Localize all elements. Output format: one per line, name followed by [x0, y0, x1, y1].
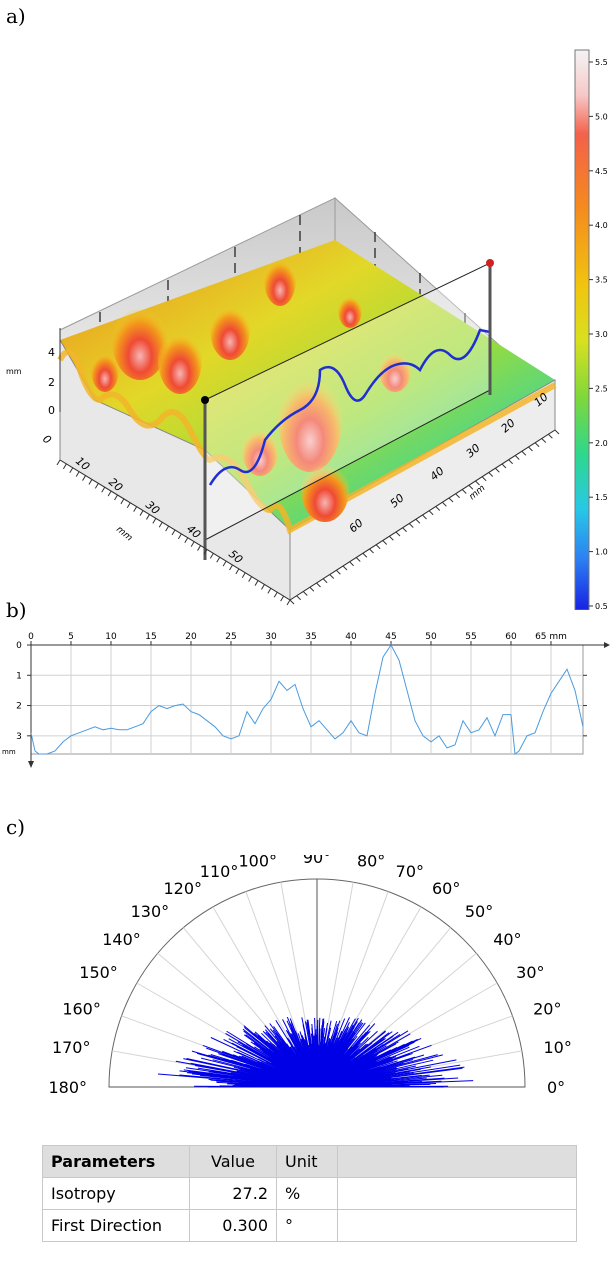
- rose-angle-label: 60°: [432, 879, 460, 898]
- table-row: First Direction 0.300 °: [42, 1209, 577, 1242]
- panel-label-c: c): [6, 815, 26, 839]
- colorbar-tick-label: 1.0: [595, 548, 608, 557]
- panel-label-a: a): [6, 4, 26, 28]
- row-isotropy-unit: %: [276, 1177, 338, 1210]
- row-first-direction-unit: °: [276, 1209, 338, 1242]
- parameters-table: Parameters Value Unit Isotropy 27.2 % Fi…: [42, 1145, 577, 1242]
- row-first-direction-name: First Direction: [42, 1209, 190, 1242]
- colorbar-tick-label: 3.5: [595, 276, 608, 285]
- rose-angle-label: 110°: [200, 862, 239, 881]
- table-row: Isotropy 27.2 %: [42, 1177, 577, 1210]
- y-axis-unit: mm: [468, 483, 488, 502]
- profile-x-tick-label: 0: [28, 632, 34, 642]
- rose-panel: 0° 10° 20° 30° 40° 50° 60° 70° 80° 90° 100° 110° 120…: [0, 848, 610, 1105]
- rose-angle-label: 50°: [465, 902, 493, 921]
- rose-angle-label: 120°: [163, 879, 202, 898]
- profile-x-tick-label: 60: [505, 632, 517, 642]
- rose-angle-label: 140°: [102, 930, 141, 949]
- section-profile: [208, 328, 491, 486]
- profile-x-tick-label: 25: [225, 632, 236, 642]
- profile-x-tick-label: 40: [345, 632, 357, 642]
- rose-angle-label: 10°: [544, 1038, 572, 1057]
- profile-x-tick-label: 10: [105, 632, 117, 642]
- profile-x-tick-label: 30: [265, 632, 277, 642]
- colorbar-tick-label: 5.5: [595, 58, 608, 67]
- header-filler: [337, 1145, 577, 1178]
- rose-angle-label: 160°: [62, 999, 101, 1018]
- profile-line: [30, 644, 584, 755]
- z-tick-2: 2: [48, 376, 55, 389]
- header-unit: Unit: [276, 1145, 338, 1178]
- row-first-direction-value: 0.300: [189, 1209, 277, 1242]
- profile-panel: 0 5 10 15 20 25 30 35 40 45 50 55 60 65 mm 0 1 2 3 mm: [0, 628, 610, 768]
- profile-x-tick-label: 15: [145, 632, 156, 642]
- profile-y-tick-label: 3: [16, 732, 22, 742]
- axis-ticks: [56, 429, 560, 606]
- surface-peaks: [91, 254, 411, 522]
- z-axis-unit: mm: [6, 367, 22, 376]
- row-isotropy-name: Isotropy: [42, 1177, 190, 1210]
- profile-x-arrowhead: [604, 642, 610, 648]
- profile-x-tick-label: 20: [185, 632, 197, 642]
- z-tick-4: 4: [48, 346, 55, 359]
- panel-label-b: b): [6, 598, 27, 622]
- profile-plot-area: [30, 644, 584, 755]
- section-marker-left: [201, 396, 209, 404]
- profile-x-tick-label: 35: [305, 632, 316, 642]
- rose-angle-label: 80°: [357, 855, 385, 870]
- colorbar-tick-label: 3.0: [595, 330, 608, 339]
- colorbar-tick-label: 2.0: [595, 439, 608, 448]
- profile-chart: 0 5 10 15 20 25 30 35 40 45 50 55 60 65 mm 0 1 2 3 mm: [2, 632, 610, 768]
- profile-x-tick-label: 65 mm: [535, 632, 567, 642]
- colorbar-tick-label: 0.5: [595, 602, 608, 610]
- header-value: Value: [189, 1145, 277, 1178]
- colorbar-tick-label: 4.5: [595, 167, 608, 176]
- colorbar-tick-label: 4.0: [595, 221, 608, 230]
- surface-front-edge: [57, 349, 557, 535]
- rose-diagram: 0° 10° 20° 30° 40°50° 60° 70° 80° 90° 100°110°120…: [48, 848, 572, 1097]
- profile-x-tick-label: 55: [465, 632, 476, 642]
- section-marker-right: [486, 259, 494, 267]
- surface-3d-panel: 4 2 0 mm 0 10 20 30 40 50 mm 10 20 30 40…: [0, 32, 610, 611]
- profile-y-tick-label: 0: [16, 641, 22, 651]
- colorbar-tick-label: 5.0: [595, 112, 608, 121]
- rose-angle-label: 40°: [493, 930, 521, 949]
- colorbar-tick-label: 1.5: [595, 493, 608, 502]
- rose-angle-label: 130°: [131, 902, 170, 921]
- colorbar-tick-label: 2.5: [595, 384, 608, 393]
- z-tick-0: 0: [48, 404, 55, 417]
- profile-y-tick-label: 2: [16, 702, 22, 712]
- row-filler: [337, 1209, 577, 1242]
- rose-angle-label: 70°: [396, 862, 424, 881]
- profile-x-tick-label: 5: [68, 632, 74, 642]
- header-parameters: Parameters: [42, 1145, 190, 1178]
- profile-x-tick-label: 45: [385, 632, 396, 642]
- rose-angle-label: 150°: [79, 963, 118, 982]
- profile-y-arrowhead: [28, 761, 34, 768]
- rose-angle-label: 100°: [239, 855, 278, 870]
- row-filler: [337, 1177, 577, 1210]
- table-header-row: Parameters Value Unit: [42, 1145, 577, 1178]
- profile-y-tick-label: 1: [16, 671, 22, 681]
- profile-y-unit: mm: [2, 748, 16, 756]
- rose-angle-label: 30°: [516, 963, 544, 982]
- rose-angle-label: 170°: [52, 1038, 91, 1057]
- rose-angle-label: 20°: [533, 999, 561, 1018]
- rose-spikes: [157, 1016, 474, 1088]
- colorbar: [574, 49, 590, 611]
- rose-angle-label: 180°: [48, 1078, 87, 1097]
- profile-x-tick-label: 50: [425, 632, 437, 642]
- surface-3d-plot: 4 2 0 mm 0 10 20 30 40 50 mm 10 20 30 40…: [6, 32, 608, 611]
- row-isotropy-value: 27.2: [189, 1177, 277, 1210]
- x-axis-unit: mm: [114, 525, 134, 544]
- rose-angle-label: 0°: [547, 1078, 565, 1097]
- rose-angle-label: 90°: [303, 855, 331, 867]
- x-tick-0: 0: [40, 432, 54, 446]
